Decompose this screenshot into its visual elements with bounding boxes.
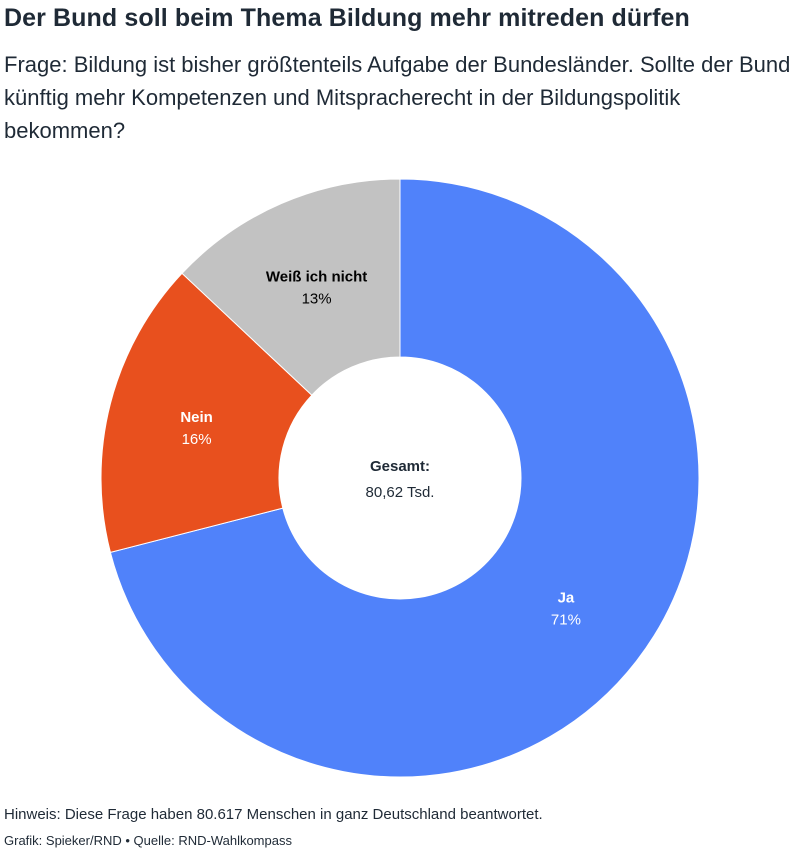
source-credit: Grafik: Spieker/RND • Quelle: RND-Wahlko… xyxy=(4,833,292,848)
center-title: Gesamt: xyxy=(370,458,430,475)
footnote: Hinweis: Diese Frage haben 80.617 Mensch… xyxy=(4,806,543,823)
slice-ja xyxy=(109,178,700,778)
labels-layer: Ja 71% Nein 16% Weiß ich nicht 13% xyxy=(180,268,581,628)
slice-value-nein: 16% xyxy=(182,431,212,448)
chart-title: Der Bund soll beim Thema Bildung mehr mi… xyxy=(4,4,690,32)
slice-value-wei-ich-nicht: 13% xyxy=(302,290,332,307)
chart-subtitle: Frage: Bildung ist bisher größtenteils A… xyxy=(4,52,791,143)
center-value: 80,62 Tsd. xyxy=(366,484,435,501)
slice-label-wei-ich-nicht: Weiß ich nicht xyxy=(266,268,367,285)
slice-nein xyxy=(100,272,313,553)
slice-wei-ich-nicht xyxy=(181,178,401,396)
slice-label-nein: Nein xyxy=(180,409,213,426)
slice-label-ja: Ja xyxy=(558,590,575,607)
slice-value-ja: 71% xyxy=(551,612,581,629)
slices-layer xyxy=(100,178,700,778)
